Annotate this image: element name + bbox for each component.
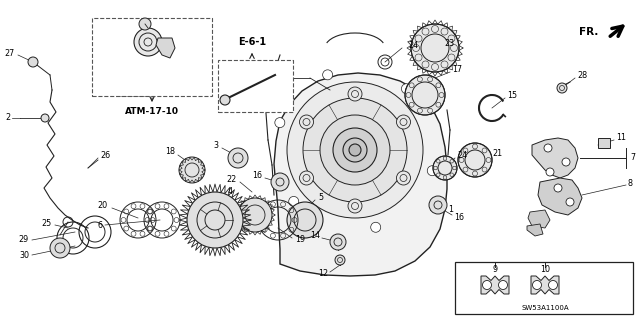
Text: 24: 24: [457, 151, 467, 160]
Circle shape: [41, 114, 49, 122]
Text: 10: 10: [540, 265, 550, 275]
Circle shape: [28, 57, 38, 67]
Circle shape: [323, 70, 333, 80]
Circle shape: [429, 196, 447, 214]
Bar: [598, 138, 610, 148]
Circle shape: [238, 198, 272, 232]
Polygon shape: [527, 224, 543, 236]
Polygon shape: [528, 210, 550, 228]
Circle shape: [271, 173, 289, 191]
Text: 29: 29: [19, 235, 29, 244]
Circle shape: [349, 144, 361, 156]
Text: E-6-1: E-6-1: [238, 37, 266, 47]
Text: 2: 2: [5, 114, 10, 122]
Circle shape: [228, 148, 248, 168]
Circle shape: [287, 82, 423, 218]
Circle shape: [562, 158, 570, 166]
Text: 11: 11: [616, 133, 626, 143]
Circle shape: [300, 115, 314, 129]
Text: 30: 30: [19, 251, 29, 261]
Text: 15: 15: [507, 92, 517, 100]
Circle shape: [343, 138, 367, 162]
Circle shape: [333, 128, 377, 172]
Text: FR.: FR.: [579, 27, 598, 37]
Text: ATM-17-10: ATM-17-10: [125, 108, 179, 116]
Text: 21: 21: [492, 149, 502, 158]
Circle shape: [548, 280, 557, 290]
Text: 28: 28: [577, 71, 587, 80]
Circle shape: [287, 202, 323, 238]
Circle shape: [557, 83, 567, 93]
Circle shape: [405, 75, 445, 115]
Text: 12: 12: [318, 270, 328, 278]
Circle shape: [411, 24, 459, 72]
Text: 22: 22: [227, 175, 237, 184]
Text: 7: 7: [630, 153, 635, 162]
Circle shape: [499, 280, 508, 290]
Circle shape: [187, 192, 243, 248]
Circle shape: [544, 144, 552, 152]
Polygon shape: [481, 276, 509, 294]
Circle shape: [348, 87, 362, 101]
Bar: [92, 18, 212, 96]
Bar: [218, 60, 293, 112]
Circle shape: [401, 84, 412, 94]
Polygon shape: [156, 38, 175, 58]
Polygon shape: [538, 178, 582, 215]
Text: 23: 23: [444, 39, 454, 48]
Circle shape: [483, 280, 492, 290]
Bar: [455, 262, 633, 314]
Circle shape: [433, 156, 457, 180]
Text: 1: 1: [448, 205, 453, 214]
Text: 8: 8: [628, 179, 633, 188]
Circle shape: [300, 171, 314, 185]
Text: 20: 20: [98, 201, 108, 210]
Circle shape: [554, 184, 562, 192]
Circle shape: [220, 95, 230, 105]
Circle shape: [397, 171, 410, 185]
Text: SW53A1100A: SW53A1100A: [521, 305, 569, 311]
Text: 19: 19: [295, 235, 305, 244]
Circle shape: [50, 238, 70, 258]
Circle shape: [134, 28, 162, 56]
Circle shape: [289, 197, 299, 206]
Circle shape: [566, 198, 574, 206]
Text: 5: 5: [318, 192, 323, 202]
Circle shape: [546, 168, 554, 176]
Text: 17: 17: [452, 65, 462, 75]
Circle shape: [303, 98, 407, 202]
Circle shape: [397, 115, 410, 129]
Text: 4: 4: [228, 188, 233, 197]
Circle shape: [179, 157, 205, 183]
Circle shape: [320, 115, 390, 185]
Polygon shape: [531, 276, 559, 294]
Text: 24: 24: [408, 41, 418, 49]
Text: 3: 3: [213, 140, 218, 150]
Text: 26: 26: [100, 151, 110, 160]
Polygon shape: [274, 73, 447, 276]
Text: 16: 16: [454, 213, 464, 222]
Circle shape: [371, 222, 381, 232]
Text: 27: 27: [4, 48, 15, 57]
Circle shape: [330, 234, 346, 250]
Text: 14: 14: [310, 232, 320, 241]
Polygon shape: [532, 138, 578, 178]
Circle shape: [348, 199, 362, 213]
Text: 6: 6: [97, 220, 102, 229]
Text: 16: 16: [252, 172, 262, 181]
Circle shape: [335, 255, 345, 265]
Text: 18: 18: [165, 147, 175, 157]
Text: 25: 25: [42, 219, 52, 227]
Circle shape: [458, 143, 492, 177]
Circle shape: [139, 18, 151, 30]
Circle shape: [275, 118, 285, 128]
Circle shape: [428, 166, 437, 176]
Text: 9: 9: [492, 265, 497, 275]
Circle shape: [532, 280, 541, 290]
